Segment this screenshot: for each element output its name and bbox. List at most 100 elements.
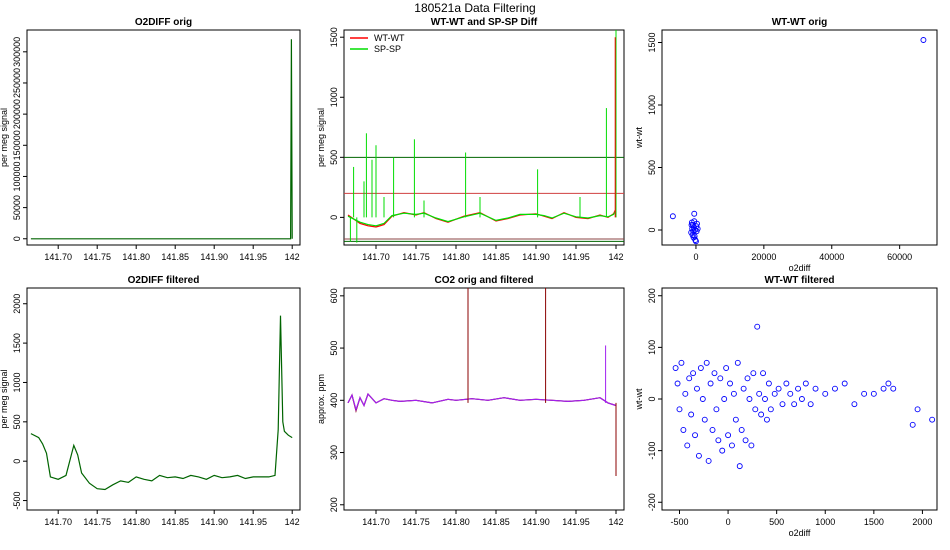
y-tick-label: 200000 [12,99,22,129]
panel-title: WT-WT orig [772,17,828,28]
x-tick-label: 141.70 [362,252,390,262]
scatter-point [682,390,689,397]
y-tick-label: 250000 [12,68,22,98]
y-axis-label: wt-wt [634,127,644,149]
y-tick-label: 400 [329,393,339,408]
plot-area [672,323,936,470]
scatter-point [703,359,710,366]
y-tick-label: 500 [329,150,339,165]
plot-area [347,288,617,477]
y-tick-label: 1500 [329,27,339,47]
y-tick-label: 0 [12,236,22,241]
panel-2: WT-WT and SP-SP Diff 141.70 141.75 141.80 14… [316,17,625,262]
scatter-point [725,432,732,439]
scatter-point [688,411,695,418]
x-tick-label: 0 [726,517,731,527]
y-tick-label: 500 [647,160,657,175]
x-tick-label: 141.85 [161,252,189,262]
x-axis-label: o2diff [789,263,811,273]
scatter-point [929,416,936,423]
plot-frame [26,287,301,511]
scatter-point [691,233,698,240]
plot-frame [343,287,625,511]
y-tick-label: 50000 [12,195,22,220]
scatter-point [798,396,805,402]
scatter-point [787,390,794,397]
y-tick-label: -100 [647,442,657,460]
scatter-point [674,380,681,387]
y-tick-label: 2000 [12,294,22,314]
panels-group: O2DIFF orig 141.70 141.75 141.80 141.85 141.9… [0,17,938,538]
x-tick-label: 0 [693,252,698,262]
scatter-point [914,406,921,413]
x-tick-label: 141.95 [239,517,267,527]
x-tick-label: 141.95 [239,252,267,262]
scatter-point [727,380,733,387]
x-tick-label: 141.85 [482,252,510,262]
panel-title: WT-WT and SP-SP Diff [431,17,538,28]
panel-4: O2DIFF filtered 141.70 141.75 141.80 141.85 1… [0,275,301,527]
x-tick-label: 141.95 [562,252,590,262]
x-tick-label: 141.95 [562,517,590,527]
y-tick-label: 1500 [12,333,22,353]
scatter-point [861,390,868,397]
scatter-point [707,380,714,387]
y-tick-label: 1500 [647,32,657,52]
scatter-point [695,452,702,459]
x-tick-label: 141.75 [402,252,430,262]
y-tick-label: 0 [329,215,339,220]
x-tick-label: 142 [285,252,300,262]
plot-area [30,39,293,240]
scatter-point [732,416,739,423]
scatter-point [721,396,728,402]
x-tick-label: 141.80 [122,252,150,262]
scatter-point [692,432,698,439]
scatter-point [771,390,778,397]
scatter-point [691,210,698,217]
scatter-point [920,37,927,43]
scatter-point [748,442,755,449]
scatter-point [841,380,848,387]
y-tick-label: 500 [329,341,339,356]
x-tick-label: 141.70 [44,252,72,262]
scatter-point [746,396,753,402]
scatter-point [851,401,858,408]
scatter-point [686,375,693,382]
series-line-filtered [347,392,617,412]
x-tick-label: 141.85 [482,517,510,527]
x-tick-label: 141.80 [442,252,470,262]
y-tick-label: 300 [329,445,339,460]
x-tick-label: 500 [769,517,784,527]
x-tick-label: 141.90 [522,252,550,262]
scatter-point [738,427,745,433]
scatter-point [742,437,749,444]
plot-frame [26,29,301,246]
y-tick-label: 200 [329,497,339,512]
y-tick-label: 600 [329,288,339,303]
y-tick-label: 0 [12,459,22,464]
scatter-point [890,385,897,392]
scatter-point [791,401,798,408]
scatter-point [744,375,751,382]
scatter-point [672,365,679,371]
scatter-point [709,427,716,433]
y-tick-label: 200 [647,288,657,303]
plot-frame [661,29,938,246]
legend-label: WT-WT [374,33,405,43]
scatter-point [713,406,720,413]
scatter-point [779,401,786,408]
scatter-point [767,406,774,413]
x-tick-label: 141.90 [200,517,228,527]
y-tick-label: 1000 [12,372,22,392]
panel-title: O2DIFF filtered [128,275,200,286]
y-tick-label: 150000 [12,130,22,160]
plot-frame [343,29,625,246]
scatter-point [758,411,765,418]
plot-area [344,30,624,243]
scatter-point [885,380,892,387]
x-tick-label: 40000 [819,252,844,262]
scatter-point [705,458,712,464]
scatter-point [762,396,768,402]
scatter-point [740,385,747,392]
panel-5: CO2 orig and filtered 141.70 141.75 141.80 1… [316,275,625,527]
